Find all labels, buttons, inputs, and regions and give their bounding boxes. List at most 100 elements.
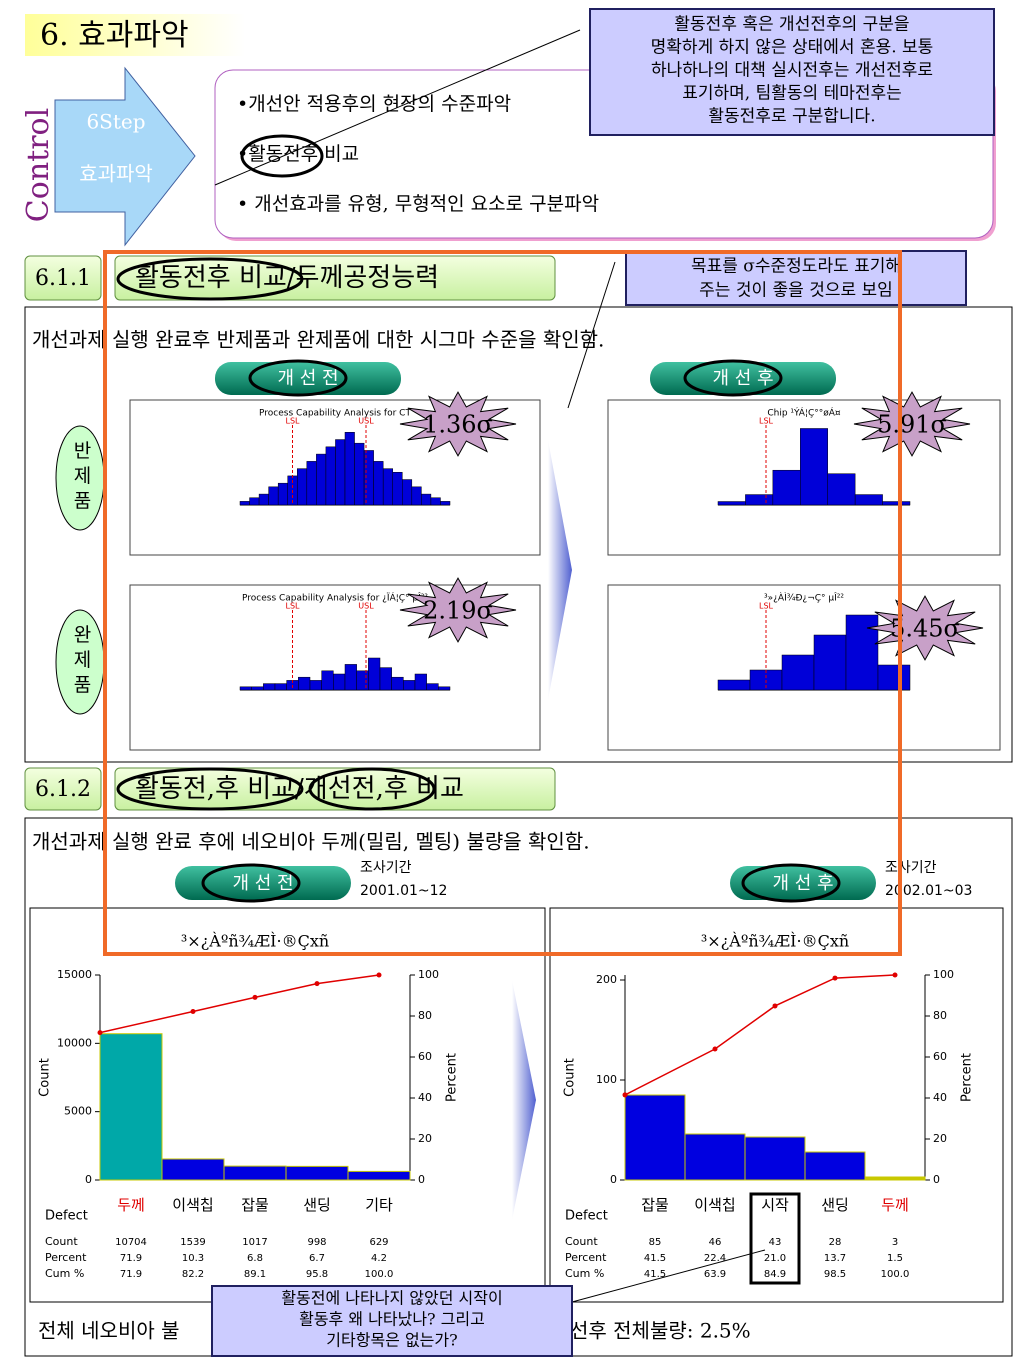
capability-title: Process Capability Analysis for ¿ÏÁ¦Ç° µ… — [242, 592, 428, 604]
y2-tick-label: 60 — [933, 1050, 947, 1063]
histogram-bar — [335, 439, 346, 506]
y-tick-label: 10000 — [57, 1036, 92, 1049]
note-line: 목표를 σ수준정도라도 표기해 — [691, 257, 901, 277]
histogram-bar — [402, 479, 413, 506]
histogram-bar — [421, 493, 432, 506]
category-label: 잡물 — [641, 1196, 669, 1214]
capability-title: Chip ¹ÝÁ¦Ç°°øÁ¤ — [767, 407, 841, 419]
y-tick-label: 200 — [596, 973, 617, 986]
histogram-bar — [356, 670, 369, 691]
table-cell: 100.0 — [365, 1269, 394, 1280]
table-cell: 95.8 — [306, 1269, 328, 1280]
y2-tick-label: 80 — [418, 1009, 432, 1022]
category-label: 시작 — [761, 1196, 789, 1214]
histogram-bar — [325, 446, 336, 506]
spec-label: LSL — [759, 602, 774, 611]
callout-line: 활동전후로 구분합니다. — [708, 107, 875, 127]
section-title: 활동전,후 비교/개선전,후 비교 — [135, 774, 464, 804]
callout-line: 기타항목은 없는가? — [326, 1331, 457, 1350]
table-cell: 1017 — [242, 1237, 267, 1248]
highlight-ellipse — [240, 134, 324, 178]
category-label: 샌딩 — [821, 1196, 849, 1214]
focus-frame — [103, 250, 902, 956]
footer-right: 선후 전체불량: 2.5% — [570, 1319, 751, 1343]
cum-point — [892, 972, 898, 978]
connector — [214, 29, 581, 186]
bar — [285, 1165, 349, 1181]
histogram-bar — [321, 670, 334, 691]
step-side: Control — [21, 108, 56, 222]
defect-label: Defect — [565, 1209, 608, 1224]
callout-line: 활동전에 나타나지 않았던 시작이 — [281, 1289, 502, 1308]
cum-point — [832, 975, 838, 981]
period: 2001.01~12 — [360, 883, 447, 899]
sigma-burst — [866, 595, 984, 661]
histogram-bar — [411, 486, 422, 506]
histogram-bar — [239, 686, 252, 691]
table-cell: 71.9 — [120, 1253, 142, 1264]
category-label: 이색칩 — [694, 1196, 735, 1214]
bullet: •활동전후 비교 — [237, 143, 359, 165]
table-cell: 98.5 — [824, 1269, 846, 1280]
step-line: 6Step — [86, 110, 145, 134]
highlight-ellipse — [201, 863, 301, 903]
table-cell: 21.0 — [764, 1253, 786, 1264]
sigma-label: 1.36σ — [423, 411, 493, 439]
button — [175, 866, 351, 900]
table-cell: 6.7 — [309, 1253, 325, 1264]
y-tick-label: 100 — [596, 1073, 617, 1086]
note-line: 주는 것이 좋을 것으로 보임 — [699, 281, 893, 301]
section-number-box — [24, 767, 102, 811]
callout-line: 표기하며, 팀활동의 테마전후는 — [682, 84, 902, 104]
highlight-ellipse — [116, 257, 304, 301]
table-cell: 71.9 — [120, 1269, 142, 1280]
bar — [624, 1094, 686, 1181]
table-cell: 998 — [307, 1237, 326, 1248]
table-cell: 63.9 — [704, 1269, 726, 1280]
y2-tick-label: 100 — [933, 968, 954, 981]
period-label: 조사기간 — [885, 860, 937, 876]
callout — [211, 1285, 573, 1357]
histogram-bar — [382, 468, 393, 506]
section-title-box — [114, 255, 556, 301]
histogram-bar — [391, 676, 404, 691]
category-label: 두께 — [881, 1196, 909, 1214]
callout-line: 활동전후 혹은 개선전후의 구분을 — [674, 15, 909, 35]
category-label: 샌딩 — [303, 1196, 331, 1214]
histogram-bar — [414, 673, 427, 691]
row-label: 반제품 — [70, 440, 92, 515]
section-number: 6.1.2 — [35, 777, 91, 802]
spec-label: USL — [358, 602, 374, 611]
row-label: Cum % — [565, 1267, 604, 1280]
table-cell: 6.8 — [247, 1253, 263, 1264]
histogram-bar — [845, 614, 879, 691]
row-label: 완제품 — [70, 624, 92, 699]
row-label: Percent — [45, 1251, 87, 1264]
connector — [571, 1249, 766, 1303]
sigma-burst — [853, 391, 971, 457]
before-button — [215, 362, 401, 395]
row-label: Count — [565, 1235, 598, 1248]
y-axis-title: Count — [38, 1058, 53, 1097]
histogram-bar — [877, 664, 911, 691]
histogram-bar — [298, 676, 311, 691]
table-cell: 85 — [649, 1237, 662, 1248]
table-cell: 10704 — [115, 1237, 147, 1248]
table-cell: 22.4 — [704, 1253, 726, 1264]
button-label: 개 선 후 — [772, 873, 833, 894]
y2-tick-label: 100 — [418, 968, 439, 981]
period: 2002.01~03 — [885, 883, 972, 899]
table-cell: 3 — [892, 1237, 898, 1248]
capability-title: Process Capability Analysis for CT — [259, 409, 411, 419]
highlight-ellipse — [683, 359, 783, 397]
histogram-bar — [854, 494, 883, 506]
table-cell: 89.1 — [244, 1269, 266, 1280]
histogram-bar — [274, 683, 287, 691]
y-tick-label: 5000 — [64, 1105, 92, 1118]
cum-point — [190, 1008, 196, 1014]
category-label: 이색칩 — [172, 1196, 213, 1214]
highlight-ellipse — [741, 863, 841, 903]
bar — [744, 1136, 806, 1181]
footer-left: 전체 네오비아 불 — [38, 1319, 180, 1343]
